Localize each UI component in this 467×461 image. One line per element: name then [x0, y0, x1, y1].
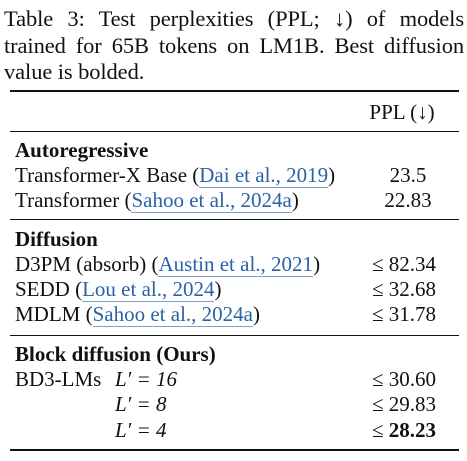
- section-rule: [10, 219, 459, 220]
- table-row: MDLM (Sahoo et al., 2024a) ≤ 31.78: [0, 301, 467, 327]
- model-name: MDLM (Sahoo et al., 2024a): [15, 302, 260, 327]
- ppl-value: 23.5: [389, 163, 427, 187]
- citation-link[interactable]: Sahoo et al., 2024a: [131, 188, 292, 213]
- ppl-value: ≤ 29.83: [372, 392, 437, 416]
- top-rule: [10, 90, 459, 92]
- block-size: L′ = 16: [115, 367, 177, 391]
- model-name: SEDD (Lou et al., 2024): [15, 277, 222, 302]
- section-diffusion-title: Diffusion: [15, 227, 98, 251]
- citation-link[interactable]: Dai et al., 2019: [199, 163, 329, 188]
- section-block-diffusion-title: Block diffusion (Ours): [15, 342, 216, 366]
- table-row: Transformer (Sahoo et al., 2024a) 22.83: [0, 187, 467, 213]
- ppl-value: ≤ 31.78: [372, 302, 437, 326]
- ppl-value: 22.83: [384, 188, 432, 212]
- ppl-value: ≤ 82.34: [372, 252, 437, 276]
- citation-link[interactable]: Austin et al., 2021: [158, 252, 314, 277]
- best-value: 28.23: [388, 418, 437, 442]
- header-row: PPL (↓): [0, 99, 467, 125]
- model-name: BD3-LMs: [15, 367, 102, 391]
- citation-link[interactable]: Sahoo et al., 2024a: [92, 302, 253, 327]
- table-row: SEDD (Lou et al., 2024) ≤ 32.68: [0, 276, 467, 302]
- section-rule: [10, 335, 459, 336]
- table-row: Transformer-X Base (Dai et al., 2019) 23…: [0, 162, 467, 188]
- table-row: BD3-LMs L′ = 16 ≤ 30.60: [0, 366, 467, 392]
- section-autoregressive-title: Autoregressive: [15, 138, 149, 162]
- ppl-value: ≤ 28.23: [372, 418, 437, 442]
- bottom-rule: [10, 449, 459, 451]
- citation-link[interactable]: Lou et al., 2024: [82, 277, 215, 302]
- table-caption: Table 3: Test perplexities (PPL; ↓) of m…: [4, 6, 464, 86]
- model-name: D3PM (absorb) (Austin et al., 2021): [15, 252, 321, 277]
- ppl-value: ≤ 30.60: [372, 367, 437, 391]
- table-row: L′ = 8 ≤ 29.83: [0, 391, 467, 417]
- ppl-value: ≤ 32.68: [372, 277, 437, 301]
- block-size: L′ = 8: [115, 392, 167, 416]
- caption-text: Test perplexities (PPL; ↓) of models tra…: [4, 6, 464, 84]
- model-name: Transformer (Sahoo et al., 2024a): [15, 188, 299, 213]
- block-size: L′ = 4: [115, 418, 167, 442]
- model-name: Transformer-X Base (Dai et al., 2019): [15, 163, 336, 188]
- ppl-column-header: PPL (↓): [369, 100, 435, 124]
- table-row: D3PM (absorb) (Austin et al., 2021) ≤ 82…: [0, 251, 467, 277]
- header-rule: [10, 131, 459, 132]
- caption-label: Table 3:: [4, 6, 85, 31]
- table-row: L′ = 4 ≤ 28.23: [0, 417, 467, 443]
